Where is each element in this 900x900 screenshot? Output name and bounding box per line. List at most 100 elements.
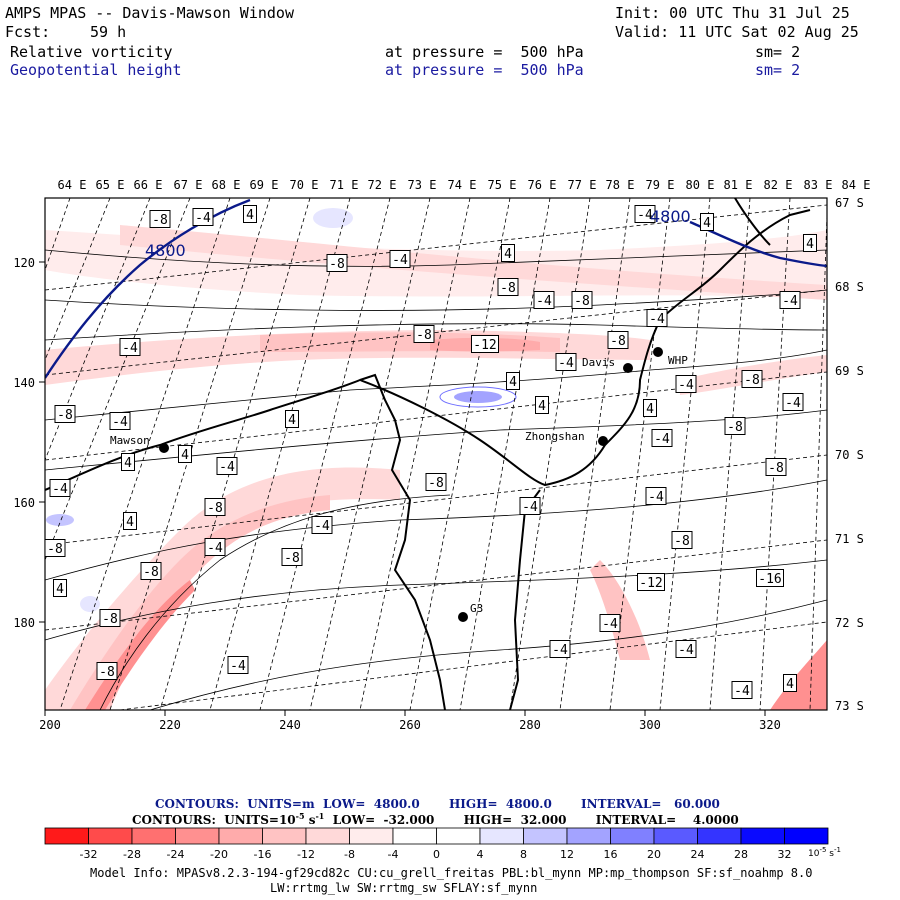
vorticity-label: -8	[99, 665, 115, 680]
vorticity-label: -4	[734, 684, 750, 699]
vorticity-label-box	[700, 213, 714, 231]
colorbar-label: 12	[560, 848, 574, 861]
vorticity-label: -4	[558, 356, 574, 371]
colorbar-swatch	[88, 827, 133, 845]
colorbar-swatch	[697, 827, 742, 845]
vorticity-label-box	[109, 412, 131, 430]
vorticity-label: 4	[806, 237, 814, 252]
vorticity-label: 4	[646, 402, 654, 417]
colorbar-label: 16	[604, 848, 618, 861]
vorticity-label: -8	[727, 420, 743, 435]
vorticity-label: -4	[522, 500, 538, 515]
y-tick-label: 140	[13, 376, 35, 390]
vorticity-label: -8	[207, 501, 223, 516]
vorticity-label-box	[731, 681, 753, 699]
vorticity-label: -8	[610, 334, 626, 349]
vorticity-label-box	[192, 208, 214, 226]
vorticity-label: -8	[768, 461, 784, 476]
vorticity-label: -8	[416, 328, 432, 343]
lat-label: 70 S	[835, 448, 864, 462]
station-dot-whp	[653, 347, 663, 357]
vorticity-label-box	[645, 487, 667, 505]
vorticity-label-box	[501, 244, 515, 262]
lon-label: 68 E	[212, 178, 241, 192]
vorticity-label-box	[634, 205, 656, 223]
vorticity-label-box	[756, 569, 784, 587]
vorticity-label-box	[675, 640, 697, 658]
vorticity-label-box	[779, 291, 801, 309]
colorbar: -32 -28 -24 -20 -16 -12 -8 -4 0 4 8 12 16 20 24 28 32	[44, 827, 829, 861]
vorticity-label: -4	[785, 396, 801, 411]
vorticity-label-box	[471, 335, 499, 353]
station-dot-davis	[623, 363, 633, 373]
vorticity-label: -12	[639, 576, 662, 591]
station-dot-g3	[458, 612, 468, 622]
vorticity-label: -4	[637, 208, 653, 223]
colorbar-label: -32	[80, 848, 98, 861]
vorticity-label-box	[571, 291, 593, 309]
vorticity-label-box	[204, 538, 226, 556]
field1-level: at pressure = 500 hPa	[385, 43, 584, 61]
field1-smoothing: sm= 2	[755, 43, 801, 61]
vorticity-label-box	[675, 375, 697, 393]
station-markers	[159, 347, 663, 622]
lon-label: 72 E	[368, 178, 397, 192]
vorticity-label-box	[651, 429, 673, 447]
colorbar-label: 28	[734, 848, 748, 861]
valid-time: Valid: 11 UTC Sat 02 Aug 25	[615, 23, 859, 41]
x-tick-label: 200	[39, 718, 61, 732]
vorticity-label: 4	[56, 582, 64, 597]
lat-label: 69 S	[835, 364, 864, 378]
colorbar-swatch	[436, 827, 481, 845]
colorbar-label: -8	[344, 848, 355, 861]
vorticity-label: -4	[648, 490, 664, 505]
vorticity-label: -8	[428, 476, 444, 491]
vorticity-label: -4	[649, 312, 665, 327]
vorticity-label: -8	[744, 373, 760, 388]
colorbar-units: 10-5 s-1	[808, 846, 841, 859]
colorbar-swatch	[523, 827, 568, 845]
vorticity-label: -4	[782, 294, 798, 309]
colorbar-label: -16	[254, 848, 272, 861]
lon-label: 82 E	[764, 178, 793, 192]
vorticity-label-box	[783, 674, 797, 692]
field2-level: at pressure = 500 hPa	[385, 61, 584, 79]
vorticity-label: -4	[392, 253, 408, 268]
vorticity-label: 4	[288, 413, 296, 428]
vorticity-label-box	[281, 548, 303, 566]
colorbar-swatch	[349, 827, 394, 845]
vorticity-label-box	[671, 531, 693, 549]
colorbar-label: -24	[167, 848, 185, 861]
lon-label: 81 E	[724, 178, 753, 192]
vorticity-label-box	[643, 399, 657, 417]
vorticity-label: -8	[143, 565, 159, 580]
vorticity-label: -4	[536, 294, 552, 309]
vorticity-label-box	[216, 457, 238, 475]
vorticity-label: -8	[102, 612, 118, 627]
colorbar-swatch	[479, 827, 524, 845]
vorticity-shading	[45, 198, 827, 710]
vorticity-label: 4	[126, 515, 134, 530]
vorticity-label-box	[119, 338, 141, 356]
height-contour-label: 4800	[145, 241, 186, 260]
x-tick-label: 240	[279, 718, 301, 732]
station-dot-mawson	[159, 443, 169, 453]
lat-label: 73 S	[835, 699, 864, 713]
lon-label: 83 E	[804, 178, 833, 192]
colorbar-swatch	[784, 827, 829, 845]
vorticity-label-box	[497, 278, 519, 296]
vorticity-label-box	[803, 234, 817, 252]
colorbar-label: 4	[477, 848, 484, 861]
vorticity-label: -8	[574, 294, 590, 309]
plot-frame	[44, 197, 828, 711]
vorticity-label-box	[782, 393, 804, 411]
lon-label: 74 E	[448, 178, 477, 192]
vorticity-label-box	[99, 609, 121, 627]
vorticity-label-box	[54, 405, 76, 423]
vorticity-label-box	[243, 205, 257, 223]
colorbar-label: 32	[778, 848, 792, 861]
colorbar-swatch	[392, 827, 437, 845]
vorticity-label: -8	[674, 534, 690, 549]
lon-label: 65 E	[96, 178, 125, 192]
